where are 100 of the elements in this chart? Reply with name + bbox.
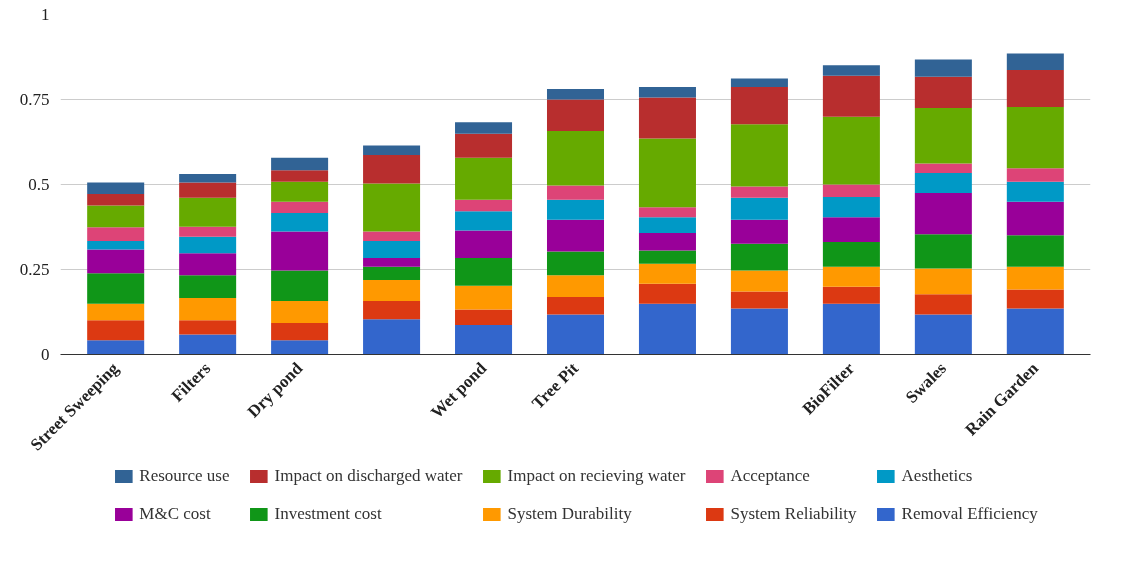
legend-label: Acceptance xyxy=(730,466,810,486)
legend-label: System Durability xyxy=(507,504,632,524)
bar xyxy=(271,181,329,202)
y-tick-label: 0 xyxy=(41,345,50,364)
y-tick-label: 1 xyxy=(41,5,50,24)
bar xyxy=(546,99,605,132)
bar xyxy=(363,301,421,320)
bar xyxy=(1006,168,1064,182)
bar xyxy=(1006,308,1064,355)
bar xyxy=(546,314,605,355)
bar xyxy=(638,207,696,218)
bar xyxy=(179,334,237,355)
bar xyxy=(914,76,972,108)
bar xyxy=(914,193,972,235)
bar xyxy=(363,240,421,258)
bar xyxy=(730,124,788,187)
bar xyxy=(822,75,880,117)
bar xyxy=(914,268,972,295)
y-tick-label: 0.25 xyxy=(19,260,50,279)
bar xyxy=(638,263,696,284)
bar xyxy=(179,298,237,321)
bar xyxy=(730,308,788,355)
bar xyxy=(455,133,513,158)
bar xyxy=(363,319,421,355)
bar xyxy=(914,59,972,77)
bar xyxy=(546,219,605,252)
legend-label: Investment cost xyxy=(274,504,382,524)
bar xyxy=(179,236,237,254)
y-tick-label: 0.5 xyxy=(28,175,50,194)
bar xyxy=(87,194,145,206)
bar xyxy=(271,201,329,214)
bar xyxy=(546,199,605,220)
bar xyxy=(914,108,972,164)
bar xyxy=(822,303,880,355)
bar xyxy=(87,303,145,321)
bar xyxy=(87,340,145,355)
bar xyxy=(546,297,605,315)
bar xyxy=(546,88,605,100)
bar xyxy=(455,122,513,134)
bar xyxy=(179,182,237,198)
bar xyxy=(363,280,421,302)
bar xyxy=(822,217,880,242)
bar xyxy=(730,186,788,198)
bar xyxy=(1006,201,1064,236)
bar xyxy=(1006,289,1064,309)
bar xyxy=(455,309,513,325)
bar xyxy=(455,230,513,258)
bar xyxy=(546,131,605,186)
bar xyxy=(638,217,696,234)
bar xyxy=(271,170,329,182)
bar xyxy=(730,270,788,292)
bar xyxy=(87,240,145,250)
bar xyxy=(455,211,513,231)
bar xyxy=(638,303,696,355)
bar xyxy=(455,257,513,286)
bar xyxy=(179,253,237,276)
bar xyxy=(87,249,145,274)
bar xyxy=(363,231,421,241)
bar xyxy=(271,157,329,171)
bar xyxy=(455,285,513,310)
bar xyxy=(271,322,329,341)
bar xyxy=(822,65,880,76)
legend-label: Impact on discharged water xyxy=(274,466,463,486)
bar xyxy=(271,340,329,355)
bar xyxy=(822,197,880,218)
bar xyxy=(730,243,788,271)
bar xyxy=(1006,181,1064,202)
bar xyxy=(914,294,972,315)
legend-label: System Reliability xyxy=(730,504,857,524)
bar xyxy=(546,251,605,276)
bar xyxy=(638,233,696,251)
bar xyxy=(638,283,696,304)
bar xyxy=(271,231,329,271)
bar xyxy=(363,154,421,184)
bar xyxy=(822,116,880,185)
bar xyxy=(271,301,329,323)
bar xyxy=(455,199,513,212)
bar xyxy=(179,173,237,183)
legend-label: Impact on recieving water xyxy=(507,466,686,486)
bar xyxy=(363,266,421,281)
bar xyxy=(730,219,788,244)
bar xyxy=(455,157,513,200)
bar xyxy=(730,86,788,125)
bar xyxy=(914,234,972,269)
bar xyxy=(546,275,605,298)
bar xyxy=(822,266,880,287)
x-tick-label: Tree Pit xyxy=(528,358,583,413)
bar xyxy=(914,163,972,173)
bar xyxy=(271,270,329,302)
legend-label: Resource use xyxy=(139,466,230,486)
bar xyxy=(822,286,880,304)
bar xyxy=(1006,53,1064,70)
bar xyxy=(87,182,145,195)
bar xyxy=(271,213,329,232)
bar xyxy=(179,226,237,237)
bar xyxy=(179,275,237,299)
bar xyxy=(638,86,696,98)
bar xyxy=(914,172,972,193)
bar xyxy=(1006,266,1064,290)
bar xyxy=(1006,69,1064,107)
